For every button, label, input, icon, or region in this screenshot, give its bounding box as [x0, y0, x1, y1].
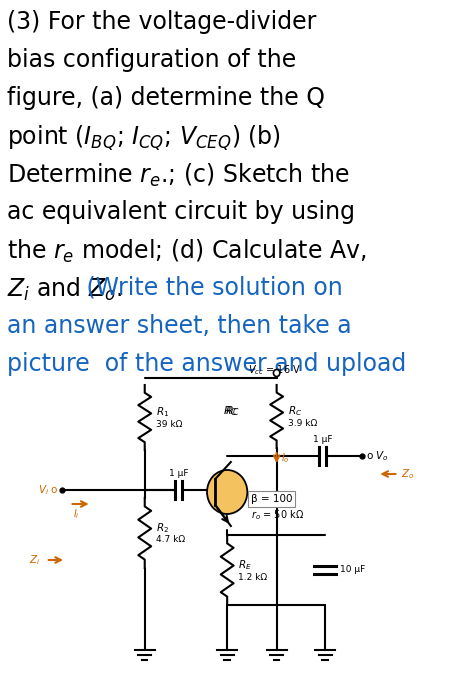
Text: 1.2 kΩ: 1.2 kΩ	[238, 573, 267, 582]
Text: (3) For the voltage-divider: (3) For the voltage-divider	[8, 10, 317, 34]
Text: 1 μF: 1 μF	[312, 435, 332, 444]
Text: β = 100: β = 100	[251, 494, 293, 504]
Text: 39 kΩ: 39 kΩ	[156, 420, 182, 429]
Text: 4.7 kΩ: 4.7 kΩ	[156, 535, 185, 545]
Text: (Write the solution on: (Write the solution on	[79, 276, 343, 300]
Text: $r_o$ = 50 kΩ: $r_o$ = 50 kΩ	[251, 508, 304, 522]
Text: $R_1$: $R_1$	[156, 406, 169, 419]
Text: 3.9 kΩ: 3.9 kΩ	[287, 419, 317, 428]
Text: 10 μF: 10 μF	[340, 565, 365, 575]
Text: $Z_i$: $Z_i$	[29, 553, 41, 567]
Text: ac equivalent circuit by using: ac equivalent circuit by using	[8, 200, 355, 224]
Text: figure, (a) determine the Q: figure, (a) determine the Q	[8, 86, 325, 110]
Text: $R_E$: $R_E$	[238, 558, 252, 572]
Text: $I_i$: $I_i$	[73, 507, 80, 521]
Text: $V_i$ o: $V_i$ o	[38, 483, 59, 497]
Text: $R_C$: $R_C$	[223, 404, 238, 418]
Text: bias configuration of the: bias configuration of the	[8, 48, 296, 72]
Text: $R_C$: $R_C$	[225, 404, 240, 418]
Text: $V_{cc}$ = 16 V: $V_{cc}$ = 16 V	[248, 363, 301, 377]
Text: $Z_o$: $Z_o$	[401, 467, 415, 481]
Text: an answer sheet, then take a: an answer sheet, then take a	[8, 314, 352, 338]
Text: $Z_i$ and $Z_o$.: $Z_i$ and $Z_o$.	[8, 276, 123, 303]
Text: the $r_e$ model; (d) Calculate Av,: the $r_e$ model; (d) Calculate Av,	[8, 238, 367, 265]
Circle shape	[207, 470, 247, 514]
Circle shape	[273, 370, 280, 377]
Text: $I_o$: $I_o$	[281, 451, 290, 465]
Text: 1 μF: 1 μF	[169, 469, 188, 478]
Text: o $V_o$: o $V_o$	[366, 449, 389, 463]
Text: $R_2$: $R_2$	[156, 521, 169, 535]
Text: point ($I_{BQ}$; $I_{CQ}$; $V_{CEQ}$) (b): point ($I_{BQ}$; $I_{CQ}$; $V_{CEQ}$) (b…	[8, 124, 281, 153]
Text: $R_C$: $R_C$	[287, 405, 302, 418]
Text: picture  of the answer and upload: picture of the answer and upload	[8, 352, 406, 376]
Text: Determine $r_e$.; (c) Sketch the: Determine $r_e$.; (c) Sketch the	[8, 162, 350, 189]
